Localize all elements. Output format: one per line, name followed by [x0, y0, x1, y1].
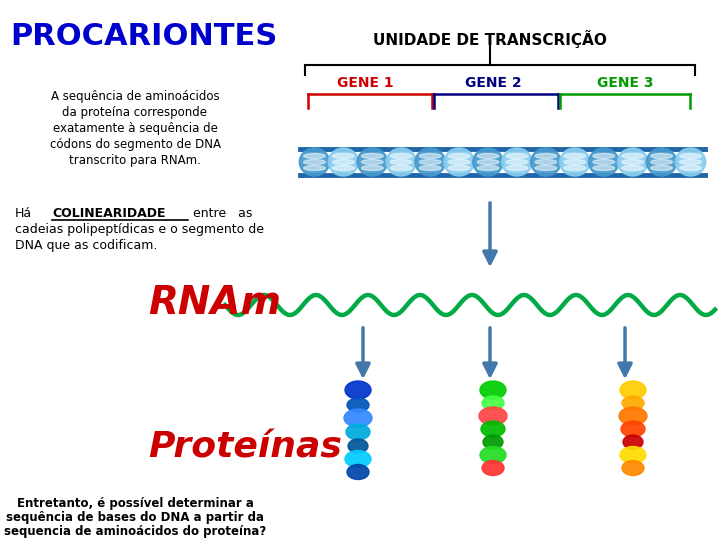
Text: PROCARIONTES: PROCARIONTES [10, 22, 277, 51]
Ellipse shape [680, 165, 701, 171]
Ellipse shape [506, 165, 528, 171]
Ellipse shape [623, 435, 643, 449]
Ellipse shape [675, 148, 706, 176]
Ellipse shape [304, 165, 325, 171]
Ellipse shape [449, 159, 470, 165]
Ellipse shape [348, 439, 368, 453]
Ellipse shape [333, 165, 354, 171]
Ellipse shape [506, 153, 528, 159]
Ellipse shape [333, 153, 354, 159]
Ellipse shape [346, 424, 370, 440]
Text: RNAm: RNAm [148, 284, 281, 322]
Text: COLINEARIDADE: COLINEARIDADE [52, 207, 166, 220]
Ellipse shape [588, 148, 619, 176]
Text: da proteína corresponde: da proteína corresponde [63, 106, 207, 119]
Ellipse shape [361, 153, 383, 159]
Ellipse shape [344, 409, 372, 427]
Ellipse shape [535, 165, 557, 171]
Text: transcrito para RNAm.: transcrito para RNAm. [69, 154, 201, 167]
Text: Há: Há [15, 207, 32, 220]
Ellipse shape [535, 153, 557, 159]
Ellipse shape [480, 381, 506, 399]
Ellipse shape [361, 159, 383, 165]
Text: GENE 2: GENE 2 [464, 76, 521, 90]
Text: cadeias polipeptídicas e o segmento de: cadeias polipeptídicas e o segmento de [15, 223, 264, 236]
Ellipse shape [345, 381, 371, 399]
Ellipse shape [357, 148, 387, 176]
Text: entre   as: entre as [193, 207, 253, 220]
Ellipse shape [304, 153, 325, 159]
Text: Proteínas: Proteínas [148, 431, 342, 465]
Ellipse shape [419, 165, 441, 171]
Ellipse shape [680, 159, 701, 165]
Ellipse shape [593, 153, 615, 159]
Ellipse shape [444, 148, 474, 176]
Ellipse shape [647, 148, 677, 176]
Ellipse shape [386, 148, 416, 176]
Ellipse shape [621, 421, 645, 437]
Ellipse shape [651, 159, 672, 165]
Text: sequência de bases do DNA a partir da: sequência de bases do DNA a partir da [6, 511, 264, 524]
Ellipse shape [304, 159, 325, 165]
Ellipse shape [361, 165, 383, 171]
Ellipse shape [559, 148, 590, 176]
Ellipse shape [535, 159, 557, 165]
Ellipse shape [482, 396, 504, 410]
Ellipse shape [479, 407, 507, 425]
Ellipse shape [449, 153, 470, 159]
Ellipse shape [482, 461, 504, 476]
Ellipse shape [564, 153, 585, 159]
Text: UNIDADE DE TRANSCRIÇÃO: UNIDADE DE TRANSCRIÇÃO [373, 30, 607, 48]
Ellipse shape [333, 159, 354, 165]
Ellipse shape [620, 381, 646, 399]
Ellipse shape [477, 159, 499, 165]
Ellipse shape [622, 461, 644, 476]
Ellipse shape [564, 165, 585, 171]
Ellipse shape [483, 435, 503, 449]
Ellipse shape [564, 159, 585, 165]
Ellipse shape [481, 421, 505, 437]
Ellipse shape [619, 407, 647, 425]
Ellipse shape [477, 153, 499, 159]
Ellipse shape [390, 159, 412, 165]
Ellipse shape [347, 464, 369, 480]
Text: GENE 3: GENE 3 [597, 76, 653, 90]
Ellipse shape [300, 148, 330, 176]
Text: DNA que as codificam.: DNA que as codificam. [15, 239, 158, 252]
Ellipse shape [622, 153, 644, 159]
Ellipse shape [390, 153, 412, 159]
Ellipse shape [622, 159, 644, 165]
Ellipse shape [651, 153, 672, 159]
Ellipse shape [390, 165, 412, 171]
Ellipse shape [593, 165, 615, 171]
Ellipse shape [502, 148, 532, 176]
Text: sequencia de aminoácidos do proteína?: sequencia de aminoácidos do proteína? [4, 525, 266, 538]
Ellipse shape [449, 165, 470, 171]
Ellipse shape [419, 153, 441, 159]
Ellipse shape [531, 148, 561, 176]
Ellipse shape [328, 148, 359, 176]
Ellipse shape [620, 447, 646, 463]
Ellipse shape [622, 396, 644, 410]
Ellipse shape [347, 398, 369, 412]
Text: códons do segmento de DNA: códons do segmento de DNA [50, 138, 220, 151]
Ellipse shape [593, 159, 615, 165]
Ellipse shape [651, 165, 672, 171]
Ellipse shape [477, 165, 499, 171]
Ellipse shape [618, 148, 648, 176]
Ellipse shape [419, 159, 441, 165]
Ellipse shape [622, 165, 644, 171]
Ellipse shape [680, 153, 701, 159]
Ellipse shape [345, 450, 371, 468]
Text: Entretanto, é possível determinar a: Entretanto, é possível determinar a [17, 497, 253, 510]
Ellipse shape [473, 148, 503, 176]
Ellipse shape [506, 159, 528, 165]
Text: exatamente à sequência de: exatamente à sequência de [53, 122, 217, 135]
Ellipse shape [415, 148, 446, 176]
Text: GENE 1: GENE 1 [337, 76, 393, 90]
Ellipse shape [480, 447, 506, 463]
Text: A sequência de aminoácidos: A sequência de aminoácidos [50, 90, 220, 103]
